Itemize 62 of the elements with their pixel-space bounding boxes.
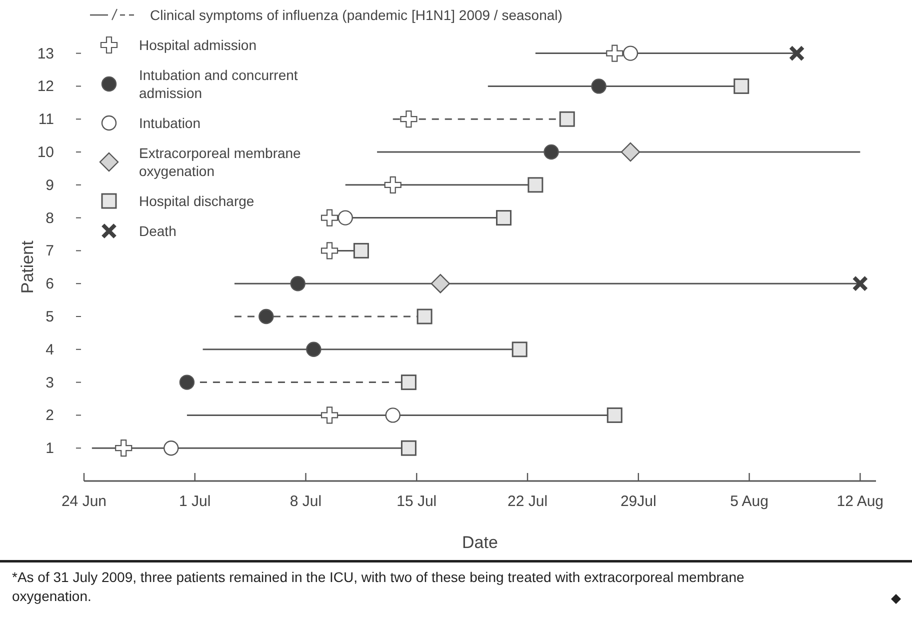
point (606, 44, 624, 62)
point (512, 342, 528, 358)
legend-label: Extracorporeal membrane oxygenation (139, 145, 302, 179)
text: *As of 31 July 2009, three patients remained in the ICU, with two of these being treated with extracorporeal membrane oxygenation. (12, 569, 744, 604)
point (338, 210, 353, 226)
legend-label: Hospital admission (139, 37, 256, 53)
point (852, 276, 868, 292)
y-tick-label: 9 (46, 176, 54, 194)
x-axis-title: Date (462, 533, 498, 552)
y-tick-label: 3 (46, 374, 54, 392)
point (400, 110, 418, 128)
point (179, 374, 195, 390)
x-tick-label: 29Jul (620, 493, 656, 510)
y-tick-label: 13 (37, 45, 54, 62)
point (258, 308, 274, 324)
point (606, 407, 622, 423)
legend-label: Intubation (139, 115, 200, 131)
point (290, 276, 306, 292)
point (591, 78, 606, 94)
x-tick-label: 24 Jun (61, 493, 107, 510)
y-tick-label: 5 (46, 308, 54, 326)
point (385, 408, 400, 423)
x-tick-label: 12 Aug (836, 493, 884, 510)
x-tick-label: 8 Jul (290, 493, 322, 510)
y-tick-label: 6 (46, 276, 54, 293)
point (115, 440, 132, 457)
point (788, 45, 805, 62)
point (528, 177, 544, 193)
point (559, 111, 575, 127)
legend-label: Hospital discharge (139, 193, 254, 209)
point (353, 242, 369, 258)
point (400, 440, 416, 456)
y-tick-label: 11 (38, 111, 54, 128)
point (164, 440, 179, 456)
point (622, 46, 638, 61)
point (320, 406, 338, 424)
y-tick-label: 10 (37, 144, 54, 161)
point (320, 242, 338, 260)
legend-title: Clinical symptoms of influenza (pandemic [H1N1] 2009 / seasonal) (150, 7, 562, 23)
point (400, 374, 416, 390)
x-tick-label: 15 Jul (396, 493, 437, 510)
y-axis-title: Patient (18, 240, 37, 294)
point (496, 210, 512, 226)
y-tick-label: 12 (37, 78, 54, 96)
y-tick-label: 7 (46, 242, 54, 260)
point (430, 274, 450, 294)
x-tick-label: 1 Jul (179, 493, 211, 510)
point (734, 78, 750, 94)
y-tick-label: 4 (46, 341, 54, 358)
x-tick-label: 22 Jul (508, 493, 548, 510)
point (544, 144, 559, 160)
y-tick-label: 8 (46, 210, 54, 227)
y-tick-label: 2 (46, 407, 54, 424)
y-tick-label: 1 (46, 440, 54, 458)
point (384, 176, 402, 194)
point (306, 342, 322, 357)
point (320, 209, 338, 226)
legend-label: Death (139, 223, 176, 239)
point (416, 308, 432, 324)
legend-label: Intubation and concurrent admission (139, 67, 298, 101)
x-tick-label: 5 Aug (730, 493, 768, 510)
point (620, 142, 640, 162)
